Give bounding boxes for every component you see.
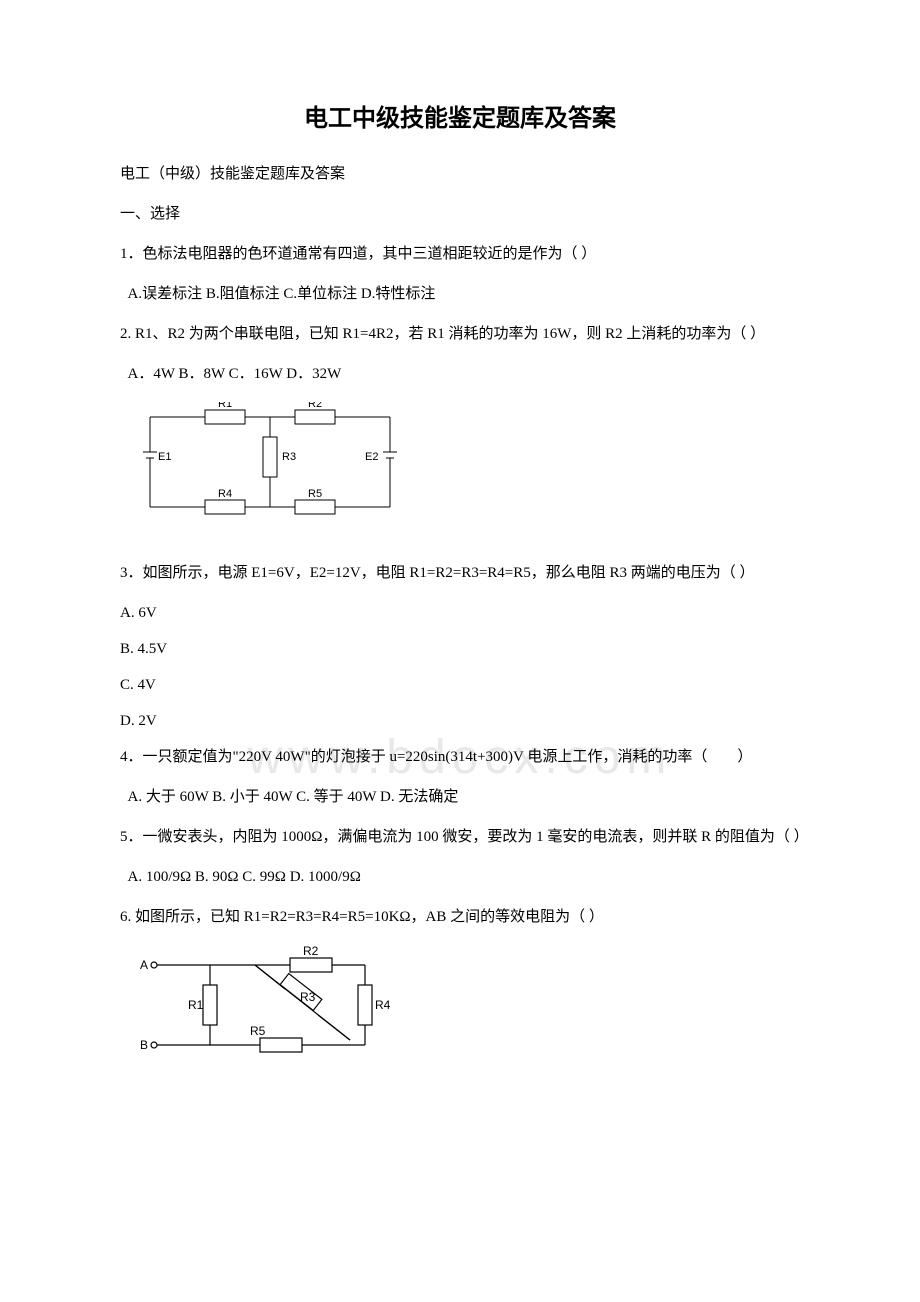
subtitle: 电工（中级）技能鉴定题库及答案 [90,162,830,186]
question-2: 2. R1、R2 为两个串联电阻，已知 R1=4R2，若 R1 消耗的功率为 1… [90,322,830,346]
circuit2-a-label: A [140,958,148,972]
section-label: 一、选择 [90,202,830,226]
question-4-options: A. 大于 60W B. 小于 40W C. 等于 40W D. 无法确定 [90,785,830,809]
question-3: 3．如图所示，电源 E1=6V，E2=12V，电阻 R1=R2=R3=R4=R5… [90,561,830,585]
question-5: 5．一微安表头，内阻为 1000Ω，满偏电流为 100 微安，要改为 1 毫安的… [90,825,830,849]
circuit1-r5-label: R5 [308,488,322,500]
question-3-option-a: A. 6V [90,601,830,625]
circuit-diagram-1: R1 R2 R3 R4 R5 E1 E2 [140,402,830,541]
question-2-options: A．4W B．8W C．16W D．32W [90,362,830,386]
question-3-option-d: D. 2V [90,709,830,733]
question-1: 1．色标法电阻器的色环道通常有四道，其中三道相距较近的是作为（ ） [90,242,830,266]
circuit1-r2-label: R2 [308,402,322,410]
question-6: 6. 如图所示，已知 R1=R2=R3=R4=R5=10KΩ，AB 之间的等效电… [90,905,830,929]
circuit2-r5-label: R5 [250,1024,266,1038]
circuit1-e2-label: E2 [365,451,378,463]
circuit1-r3-label: R3 [282,451,296,463]
question-3-option-c: C. 4V [90,673,830,697]
circuit2-r3-label: R3 [300,990,316,1004]
question-4: 4．一只额定值为"220V 40W"的灯泡接于 u=220sin(314t+30… [90,745,830,769]
question-3-option-b: B. 4.5V [90,637,830,661]
circuit1-r1-label: R1 [218,402,232,410]
circuit1-e1-label: E1 [158,451,171,463]
page-title: 电工中级技能鉴定题库及答案 [90,100,830,138]
circuit2-r1-label: R1 [188,998,204,1012]
circuit2-r4-label: R4 [375,998,391,1012]
question-1-options: A.误差标注 B.阻值标注 C.单位标注 D.特性标注 [90,282,830,306]
circuit2-b-label: B [140,1038,148,1052]
question-5-options: A. 100/9Ω B. 90Ω C. 99Ω D. 1000/9Ω [90,865,830,889]
circuit2-r2-label: R2 [303,945,319,958]
circuit-diagram-2: A B R1 R2 R3 R4 R5 [140,945,830,1074]
circuit1-r4-label: R4 [218,488,232,500]
